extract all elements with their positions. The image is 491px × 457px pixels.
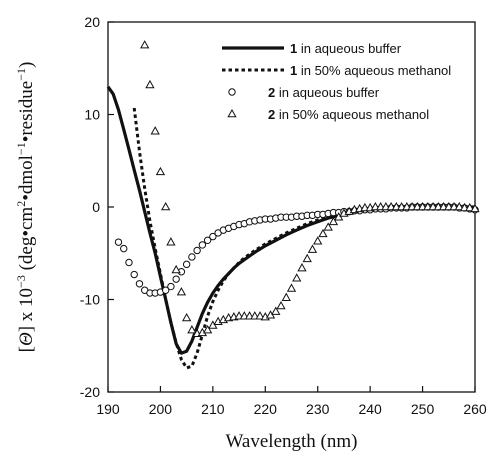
data-point-circle [125, 258, 133, 267]
legend-item-2-methanol: 2 in 50% aqueous methanol [227, 107, 429, 122]
data-point-triangle [187, 325, 197, 334]
legend-label-num: 1 [290, 41, 297, 56]
legend-item-1-methanol: 1 in 50% aqueous methanol [222, 63, 451, 78]
data-point-triangle [313, 236, 323, 245]
legend-label: 2 in 50% aqueous methanol [268, 107, 429, 122]
y-tick-label: 10 [84, 107, 100, 123]
series-1 [132, 107, 475, 370]
x-tick-label: 230 [306, 401, 330, 417]
legend-swatch-circle [228, 88, 236, 96]
data-point-triangle [166, 237, 176, 246]
data-point-triangle [318, 228, 328, 238]
data-point-triangle [150, 126, 160, 135]
series-3 [140, 40, 480, 338]
legend-marker-circle [228, 88, 236, 96]
data-point-triangle [465, 202, 475, 212]
y-title-exp4: −1 [14, 68, 28, 81]
x-tick-label: 210 [201, 401, 225, 417]
data-point-triangle [470, 203, 480, 213]
data-point-triangle [271, 306, 281, 315]
data-point-circle [203, 236, 212, 245]
data-point-circle [135, 280, 144, 288]
legend-label-text: in aqueous buffer [297, 41, 402, 56]
y-title-units-d: ) [16, 62, 37, 68]
data-point-triangle [276, 300, 286, 310]
y-title-close: ] x 10 [16, 288, 37, 332]
data-point-circle [130, 270, 138, 279]
legend-label-num: 2 [268, 107, 275, 122]
legend-label: 1 in 50% aqueous methanol [290, 63, 451, 78]
series-line-dashed [132, 107, 475, 370]
legend-label: 1 in aqueous buffer [290, 41, 402, 56]
y-tick-label: 20 [84, 14, 100, 30]
legend: 1 in aqueous buffer 1 in 50% aqueous met… [222, 41, 451, 122]
data-point-circle [120, 244, 128, 253]
data-point-circle [188, 253, 196, 261]
x-tick-label: 240 [358, 401, 382, 417]
x-tick-label: 190 [96, 401, 120, 417]
data-point-triangle [161, 201, 171, 211]
y-title-exp2: 2 [14, 201, 28, 207]
legend-label-text: in 50% aqueous methanol [275, 107, 429, 122]
ticks-layer: 190 200 210 220 230 240 250 260 -20 -10 0 10 20 [80, 14, 487, 417]
y-title-exp1: −3 [14, 275, 28, 288]
data-point-triangle [171, 264, 181, 274]
data-point-triangle [155, 166, 166, 176]
data-point-triangle [140, 40, 150, 49]
y-axis-title: [Θ] x 10−3 (deg•cm2•dmol−1•residue−1) [14, 62, 37, 353]
data-point-triangle [145, 79, 155, 89]
y-tick-label: 0 [92, 199, 100, 215]
legend-label-text: in 50% aqueous methanol [297, 63, 451, 78]
y-tick-label: -10 [80, 292, 100, 308]
data-point-triangle [176, 287, 187, 296]
y-title-units-a: (deg•cm [16, 207, 37, 276]
data-point-circle [161, 286, 170, 294]
data-point-triangle [307, 244, 318, 253]
x-tick-label: 200 [149, 401, 173, 417]
data-point-triangle [297, 263, 307, 272]
legend-label-num: 1 [290, 63, 297, 78]
x-tick-label: 260 [463, 401, 487, 417]
data-point-circle [172, 275, 180, 283]
y-title-theta: Θ [16, 332, 37, 346]
data-point-circle [198, 241, 207, 249]
legend-label-num: 2 [268, 85, 275, 100]
data-point-triangle [255, 311, 265, 320]
data-point-triangle [454, 201, 464, 211]
data-point-circle [167, 282, 175, 291]
legend-item-2-aqueous: 2 in aqueous buffer [228, 85, 380, 100]
data-point-triangle [328, 216, 339, 226]
data-point-triangle [292, 273, 302, 282]
data-point-triangle [323, 222, 333, 231]
x-tick-label: 250 [411, 401, 435, 417]
y-title-units-c: •residue [16, 81, 37, 143]
data-point-circle [193, 246, 201, 255]
data-point-triangle [202, 325, 213, 334]
data-point-circle [182, 260, 191, 269]
series-2 [114, 203, 479, 297]
legend-label-text: in aqueous buffer [275, 85, 380, 100]
data-point-triangle [181, 312, 192, 322]
series-layer [106, 40, 480, 370]
legend-label: 2 in aqueous buffer [268, 85, 380, 100]
data-point-circle [209, 232, 217, 241]
legend-item-1-aqueous: 1 in aqueous buffer [222, 41, 402, 56]
x-tick-label: 220 [254, 401, 278, 417]
data-point-triangle [281, 292, 291, 301]
data-point-circle [114, 238, 123, 246]
data-point-triangle [286, 283, 297, 292]
legend-marker-triangle [227, 108, 237, 118]
y-title-open: [ [16, 346, 37, 352]
data-point-triangle [302, 253, 312, 263]
x-axis-title: Wavelength (nm) [226, 431, 358, 452]
legend-swatch-triangle [227, 108, 237, 118]
y-title-units-b: •dmol [16, 155, 37, 201]
y-tick-label: -20 [80, 384, 100, 400]
y-title-exp3: −1 [14, 142, 28, 155]
